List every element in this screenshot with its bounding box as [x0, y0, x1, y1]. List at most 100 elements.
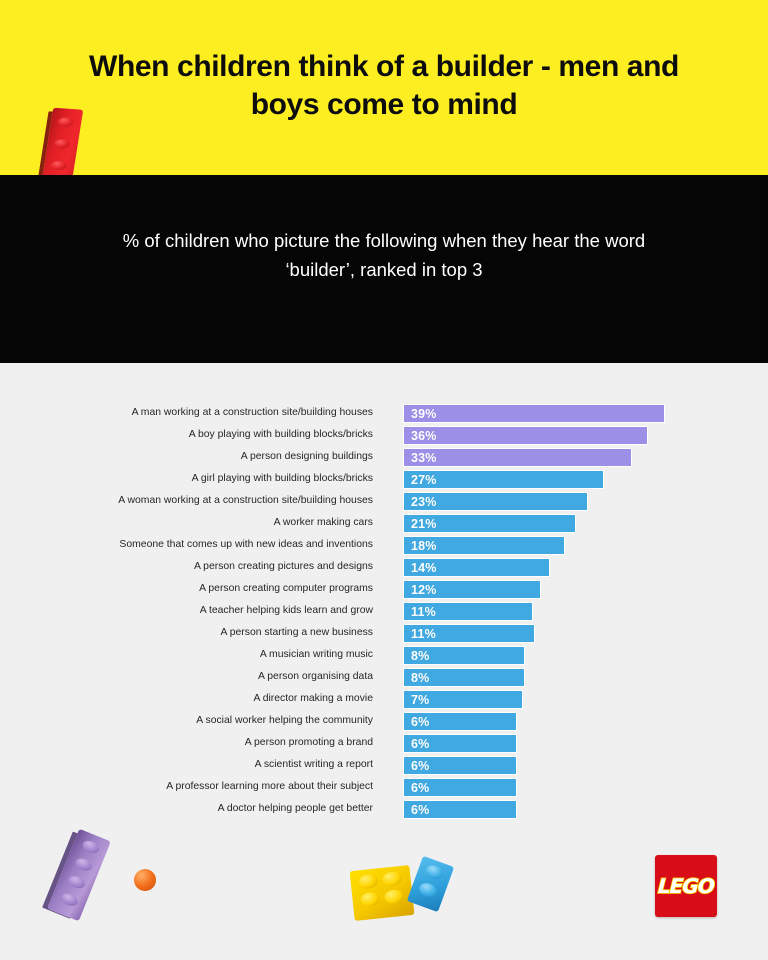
brick-stud: [50, 160, 67, 171]
brick-stud: [59, 891, 80, 909]
bar-value-label: 6%: [411, 736, 430, 751]
bar-category-label: A boy playing with building blocks/brick…: [188, 429, 373, 440]
bar: 36%: [403, 426, 648, 445]
bar: 8%: [403, 668, 525, 687]
bar-value-label: 7%: [411, 692, 430, 707]
bar: 6%: [403, 734, 517, 753]
bar-category-label: A doctor helping people get better: [217, 803, 373, 814]
bar-category-label: A person starting a new business: [220, 627, 374, 638]
bar-value-label: 14%: [411, 560, 437, 575]
bar: 14%: [403, 558, 550, 577]
chart-row: A person creating pictures and designs 14…: [0, 557, 768, 579]
bar-value-label: 12%: [411, 582, 437, 597]
header-banner: When children think of a builder - men a…: [0, 0, 768, 175]
bar-category-label: A person promoting a brand: [244, 737, 373, 748]
bar: 23%: [403, 492, 588, 511]
bar-value-label: 8%: [411, 648, 430, 663]
bar-track: 39%: [403, 404, 703, 423]
chart-row: A worker making cars 21%: [0, 513, 768, 535]
bar-track: 23%: [403, 492, 703, 511]
bar-value-label: 39%: [411, 406, 437, 421]
bar: 27%: [403, 470, 604, 489]
bar: 7%: [403, 690, 523, 709]
chart-row: A social worker helping the community 6%: [0, 711, 768, 733]
bar-track: 18%: [403, 536, 703, 555]
bar: 8%: [403, 646, 525, 665]
brick-stud: [73, 856, 94, 873]
page-title: When children think of a builder - men a…: [89, 50, 679, 121]
brick-stud: [417, 880, 439, 900]
chart-row: A person organising data 8%: [0, 667, 768, 689]
bar-value-label: 23%: [411, 494, 437, 509]
bar-category-label: A person creating pictures and designs: [193, 561, 373, 572]
bar-track: 36%: [403, 426, 703, 445]
brick-stud: [66, 873, 87, 891]
chart-row: A teacher helping kids learn and grow 11%: [0, 601, 768, 623]
bar: 39%: [403, 404, 665, 423]
bar-track: 6%: [403, 778, 703, 797]
orange-ball-piece-icon: [134, 869, 156, 891]
chart-row: A professor learning more about their su…: [0, 777, 768, 799]
bar-value-label: 11%: [411, 626, 436, 641]
bar: 12%: [403, 580, 541, 599]
bar-value-label: 6%: [411, 714, 430, 729]
bar-track: 11%: [403, 602, 703, 621]
bar-category-label: A teacher helping kids learn and grow: [199, 605, 373, 616]
bar-category-label: A person organising data: [258, 671, 373, 682]
brick-stud: [57, 117, 74, 127]
chart-row: A musician writing music 8%: [0, 645, 768, 667]
chart-row: A girl playing with building blocks/bric…: [0, 469, 768, 491]
chart-row: A person creating computer programs 12%: [0, 579, 768, 601]
bar-category-label: A worker making cars: [273, 517, 373, 528]
purple-brick-icon: [47, 828, 111, 922]
blue-1x2-brick-icon: [406, 855, 455, 913]
chart-row: A person starting a new business 11%: [0, 623, 768, 645]
bar: 6%: [403, 800, 517, 819]
bar-track: 14%: [403, 558, 703, 577]
lego-logo: LEGO: [655, 855, 717, 917]
bar: 11%: [403, 602, 533, 621]
brick-stud: [423, 862, 445, 882]
bar: 21%: [403, 514, 576, 533]
bar-category-label: A professor learning more about their su…: [166, 781, 373, 792]
bar-track: 21%: [403, 514, 703, 533]
chart-subtitle: % of children who picture the following …: [122, 230, 646, 280]
brick-stud: [359, 891, 381, 908]
chart-row: A person promoting a brand 6%: [0, 733, 768, 755]
bar-category-label: A director making a movie: [253, 693, 373, 704]
bar-track: 27%: [403, 470, 703, 489]
bar-track: 12%: [403, 580, 703, 599]
bar-track: 8%: [403, 668, 703, 687]
chart-row: A woman working at a construction site/b…: [0, 491, 768, 513]
chart-row: A boy playing with building blocks/brick…: [0, 425, 768, 447]
bar-value-label: 11%: [411, 604, 436, 619]
brick-stud: [53, 138, 71, 149]
bar-track: 6%: [403, 800, 703, 819]
bar-track: 7%: [403, 690, 703, 709]
brick-stud: [80, 838, 101, 856]
bar-value-label: 21%: [411, 516, 437, 531]
chart-row: A director making a movie 7%: [0, 689, 768, 711]
bar: 6%: [403, 712, 517, 731]
chart-row: A doctor helping people get better 6%: [0, 799, 768, 821]
bar-track: 6%: [403, 756, 703, 775]
bar-value-label: 6%: [411, 780, 430, 795]
bar: 6%: [403, 778, 517, 797]
bar-category-label: A musician writing music: [259, 649, 373, 660]
bar-track: 33%: [403, 448, 703, 467]
bar-chart: A man working at a construction site/bui…: [0, 403, 768, 821]
bar-category-label: A man working at a construction site/bui…: [131, 407, 373, 418]
bar-category-label: A girl playing with building blocks/bric…: [191, 473, 373, 484]
chart-body: A man working at a construction site/bui…: [0, 363, 768, 960]
chart-row: A person designing buildings 33%: [0, 447, 768, 469]
subtitle-banner: % of children who picture the following …: [0, 175, 768, 363]
chart-row: Someone that comes up with new ideas and…: [0, 535, 768, 557]
brick-stud: [358, 873, 379, 890]
brick-stud: [383, 888, 405, 905]
bar: 6%: [403, 756, 517, 775]
bar-track: 6%: [403, 734, 703, 753]
bar-category-label: A person creating computer programs: [199, 583, 373, 594]
bar-value-label: 36%: [411, 428, 437, 443]
bar: 11%: [403, 624, 535, 643]
bar-track: 11%: [403, 624, 703, 643]
